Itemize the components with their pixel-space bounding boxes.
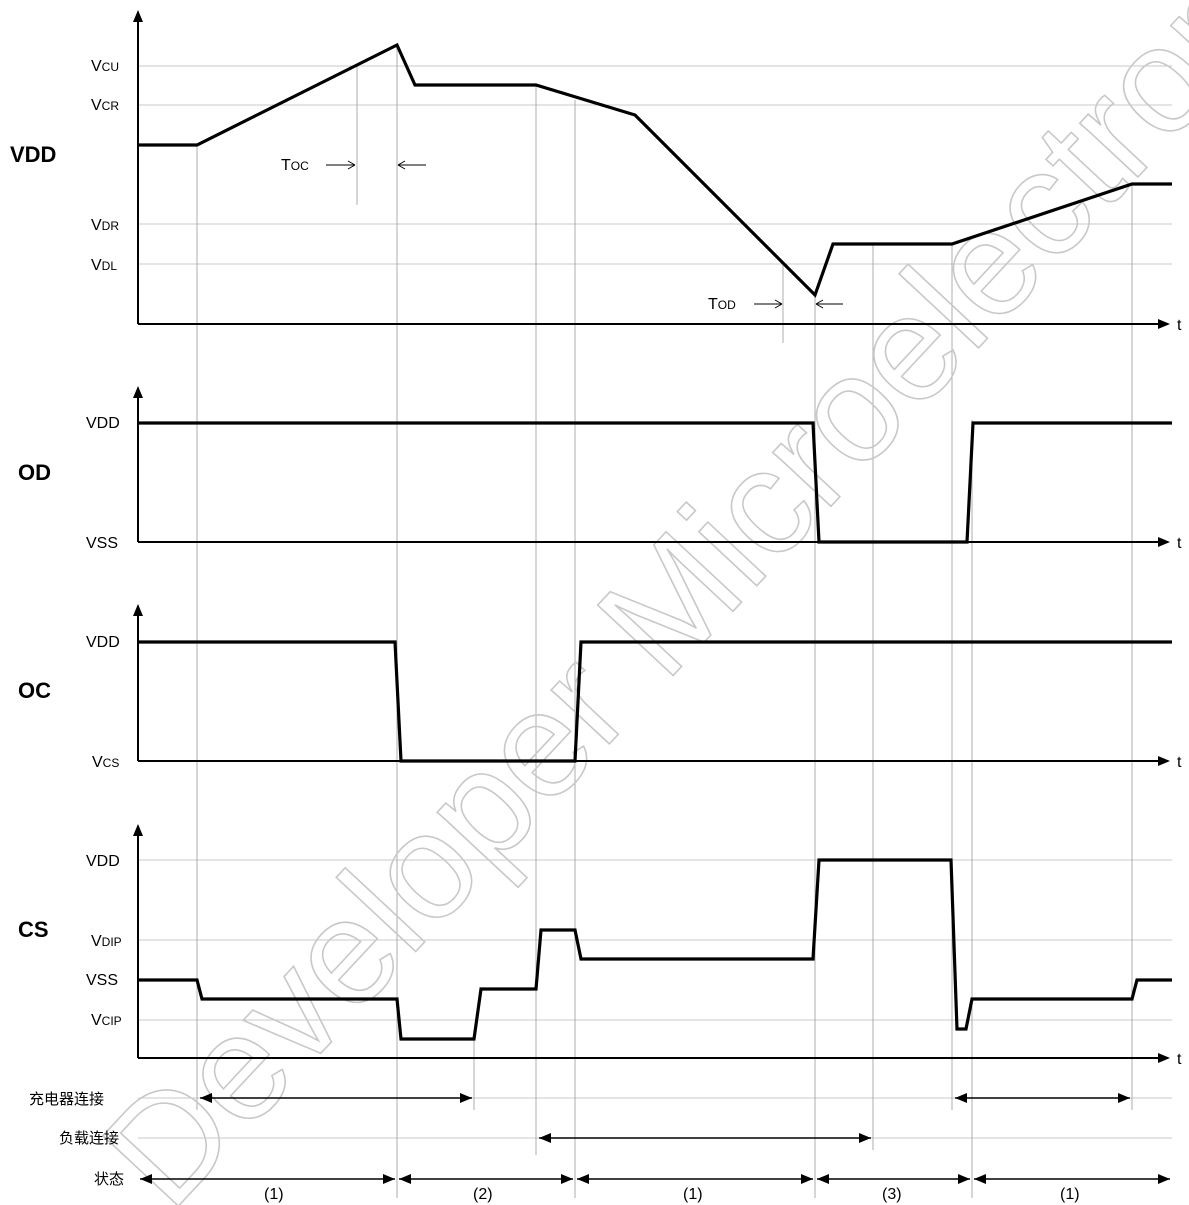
oc-signal-label: OC [18,678,51,703]
load-connect-arrow [539,1133,871,1143]
vdl-label: VDL [91,257,117,274]
state-1c: (1) [1060,1186,1080,1203]
cs-vdd-label: VDD [86,853,120,870]
state-arrows [140,1174,1170,1184]
od-signal-label: OD [18,460,51,485]
state-1a: (1) [264,1186,284,1203]
t-label-oc: t [1177,754,1182,771]
toc-label: TOC [281,157,309,174]
state-3: (3) [882,1186,902,1203]
cs-signal-label: CS [18,917,49,942]
cs-vdip-label: VDIP [91,933,122,950]
oc-vcs-label: VCS [92,754,119,771]
load-connect-label: 负载连接 [59,1129,119,1147]
state-label: 状态 [94,1170,124,1188]
t-label-vdd: t [1177,317,1182,334]
cs-waveform [138,858,1172,1041]
charger-connect-arrow-1 [200,1093,472,1103]
od-vdd-label: VDD [86,415,120,432]
cs-axes [133,824,1170,1063]
cs-vcip-label: VCIP [91,1012,122,1029]
state-1b: (1) [683,1186,703,1203]
vdr-label: VDR [91,217,119,234]
state-2: (2) [473,1186,493,1203]
oc-waveform [138,640,1172,763]
tod-marker: TOD [708,296,843,313]
od-waveform [138,421,1172,544]
oc-vdd-label: VDD [86,634,120,651]
od-axes [133,386,1170,547]
vdd-axes [133,10,1170,329]
tod-label: TOD [708,296,736,313]
cs-vss-label: VSS [86,972,118,989]
vcr-label: VCR [91,97,119,114]
watermark: Developer Microelectronics Confidential [71,0,1189,1205]
vcu-label: VCU [91,58,119,75]
charger-connect-arrow-2 [955,1093,1130,1103]
vdd-signal-label: VDD [10,142,56,167]
toc-marker: TOC [281,157,426,174]
t-label-cs: t [1177,1051,1182,1068]
oc-axes [133,604,1170,766]
charger-connect-label: 充电器连接 [29,1090,104,1108]
od-vss-label: VSS [86,535,118,552]
t-label-od: t [1177,535,1182,552]
vdd-waveform [138,42,1172,298]
